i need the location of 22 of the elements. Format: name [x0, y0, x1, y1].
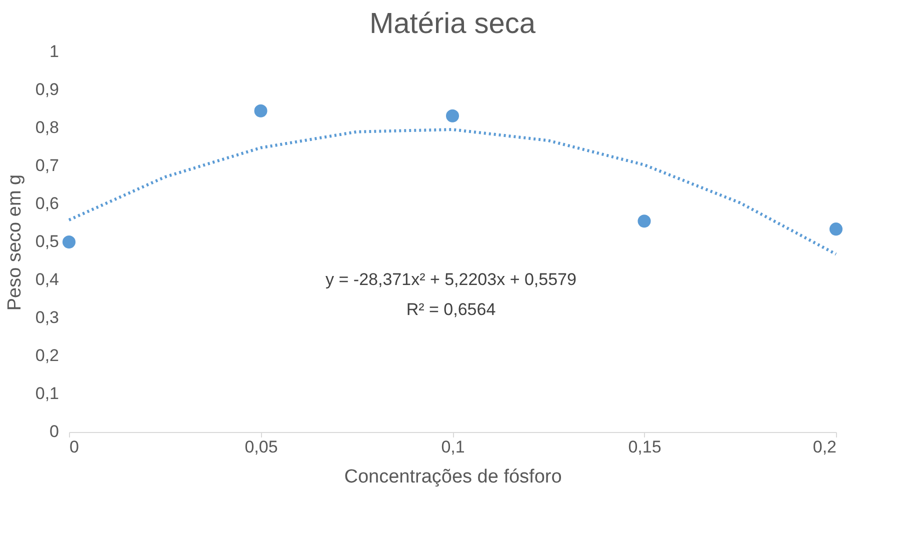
y-tick-label: 1: [50, 42, 59, 61]
y-tick-label: 0,5: [35, 232, 59, 251]
x-tick-label: 0: [70, 438, 79, 456]
chart-title: Matéria seca: [369, 8, 536, 40]
y-tick-label: 0,2: [35, 346, 59, 365]
y-tick-label: 0,9: [35, 80, 59, 99]
annotation: R² = 0,6564: [406, 300, 496, 319]
x-tick-label: 0,15: [628, 438, 662, 456]
x-tick-label: 0,1: [441, 438, 465, 456]
line-series: [68, 128, 838, 256]
y-tick-label: 0,6: [35, 194, 59, 213]
y-tick-label: 0,1: [35, 384, 59, 403]
y-tick-label: 0: [50, 422, 59, 441]
x-axis-title: Concentrações de fósforo: [344, 466, 562, 488]
x-tick-label: 0,05: [244, 438, 278, 456]
y-tick-label: 0,7: [35, 156, 59, 175]
y-tick-label: 0,8: [35, 118, 59, 137]
annotation: y = -28,371x² + 5,2203x + 0,5579: [326, 270, 576, 289]
y-tick-label: 0,3: [35, 308, 59, 327]
y-tick-label: 0,4: [35, 270, 59, 289]
y-axis-title: Peso seco em g: [4, 174, 26, 311]
x-tick-label: 0,2: [812, 438, 836, 456]
